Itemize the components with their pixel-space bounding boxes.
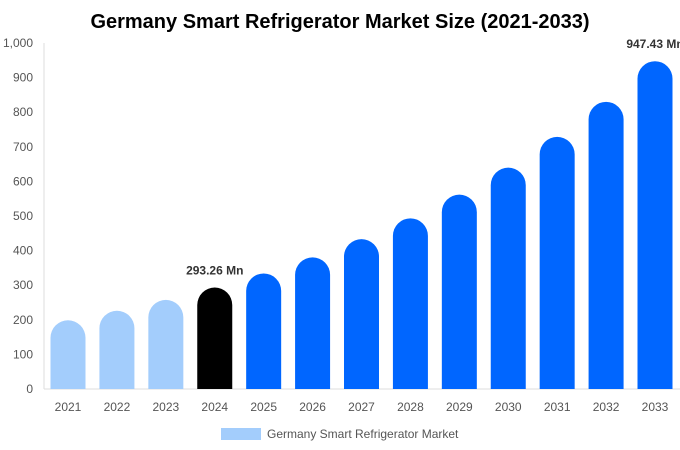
bar-2029 xyxy=(441,194,477,389)
bar-2022 xyxy=(99,310,135,389)
x-tick-label: 2032 xyxy=(593,400,620,414)
x-tick-label: 2033 xyxy=(642,400,669,414)
legend-label: Germany Smart Refrigerator Market xyxy=(267,427,459,441)
y-tick-label: 700 xyxy=(13,140,33,154)
y-tick-label: 600 xyxy=(13,174,33,188)
y-tick-label: 100 xyxy=(13,347,33,361)
bar-2031 xyxy=(539,136,575,389)
x-tick-label: 2027 xyxy=(348,400,375,414)
bar-2028 xyxy=(392,218,428,389)
x-tick-label: 2025 xyxy=(250,400,277,414)
y-tick-label: 0 xyxy=(26,382,33,396)
y-tick-label: 400 xyxy=(13,244,33,258)
x-tick-label: 2023 xyxy=(152,400,179,414)
bar-2032 xyxy=(588,101,624,389)
y-tick-label: 900 xyxy=(13,71,33,85)
bar-2030 xyxy=(490,167,526,389)
x-tick-label: 2030 xyxy=(495,400,522,414)
chart-title: Germany Smart Refrigerator Market Size (… xyxy=(90,11,589,33)
bar-2024 xyxy=(197,287,233,389)
bar-2027 xyxy=(344,239,379,389)
bar-2023 xyxy=(148,299,184,389)
x-tick-label: 2024 xyxy=(201,400,228,414)
x-tick-label: 2022 xyxy=(104,400,131,414)
x-tick-label: 2031 xyxy=(544,400,571,414)
y-tick-label: 200 xyxy=(13,313,33,327)
bar-2033 xyxy=(637,61,673,390)
x-tick-label: 2026 xyxy=(299,400,326,414)
y-tick-label: 500 xyxy=(13,209,33,223)
data-label-2033: 947.43 Mn xyxy=(626,37,680,51)
y-tick-label: 800 xyxy=(13,105,33,119)
x-tick-label: 2028 xyxy=(397,400,424,414)
legend-swatch xyxy=(221,428,261,440)
data-label-2024: 293.26 Mn xyxy=(186,264,243,278)
x-tick-label: 2029 xyxy=(446,400,473,414)
bar-2021 xyxy=(50,320,86,389)
bar-2026 xyxy=(295,257,331,389)
x-tick-label: 2021 xyxy=(55,400,82,414)
y-tick-label: 300 xyxy=(13,278,33,292)
y-tick-label: 1,000 xyxy=(3,36,33,50)
bar-2025 xyxy=(246,273,282,389)
